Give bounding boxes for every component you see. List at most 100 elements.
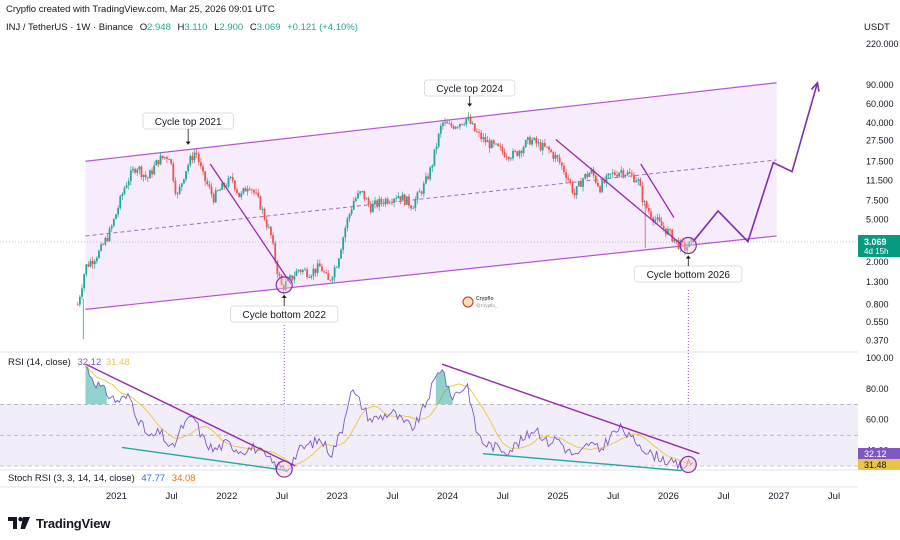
candle-body[interactable] xyxy=(348,213,351,219)
rsi-ma-line[interactable] xyxy=(85,365,693,465)
rsi-bottom-circle-2026[interactable] xyxy=(679,455,697,474)
candle-body[interactable] xyxy=(520,150,523,154)
candle-body[interactable] xyxy=(505,156,508,158)
candle-body[interactable] xyxy=(316,263,319,273)
candle-body[interactable] xyxy=(255,192,257,194)
candle-body[interactable] xyxy=(671,229,674,242)
candle-body[interactable] xyxy=(603,180,606,183)
channel-lower-line[interactable] xyxy=(85,235,777,310)
candle-body[interactable] xyxy=(363,190,366,200)
candle-body[interactable] xyxy=(144,174,147,178)
candle-body[interactable] xyxy=(280,275,283,285)
candle-body[interactable] xyxy=(475,131,478,133)
candle-body[interactable] xyxy=(548,146,550,150)
candle-body[interactable] xyxy=(418,191,421,193)
candle-body[interactable] xyxy=(346,218,349,228)
candle-body[interactable] xyxy=(384,198,387,205)
candle-body[interactable] xyxy=(297,269,300,271)
candle-body[interactable] xyxy=(420,191,423,194)
candle-body[interactable] xyxy=(403,194,406,205)
candle-body[interactable] xyxy=(433,149,436,166)
rsi-bottom-circle-2022[interactable] xyxy=(275,460,293,478)
channel-mid-line[interactable] xyxy=(85,159,777,237)
candle-body[interactable] xyxy=(159,155,162,165)
candle-body[interactable] xyxy=(263,208,266,220)
candle-body[interactable] xyxy=(588,173,591,177)
price-trendline[interactable] xyxy=(640,163,675,218)
candle-body[interactable] xyxy=(647,208,650,212)
candle-body[interactable] xyxy=(422,183,425,194)
candle-body[interactable] xyxy=(212,194,215,203)
candle-body[interactable] xyxy=(371,203,374,213)
candle-body[interactable] xyxy=(537,142,540,144)
candle-body[interactable] xyxy=(522,147,525,154)
candle-body[interactable] xyxy=(518,150,521,156)
candle-body[interactable] xyxy=(178,186,181,194)
candle-body[interactable] xyxy=(321,266,323,272)
candle-body[interactable] xyxy=(284,281,287,290)
candle-body[interactable] xyxy=(331,277,334,280)
candle-body[interactable] xyxy=(180,183,183,187)
candle-body[interactable] xyxy=(577,181,580,187)
rsi-trendline[interactable] xyxy=(441,363,700,455)
candle-body[interactable] xyxy=(134,168,136,173)
candle-body[interactable] xyxy=(112,218,115,227)
candle-body[interactable] xyxy=(681,240,684,243)
candle-body[interactable] xyxy=(393,198,395,203)
candle-body[interactable] xyxy=(155,160,158,166)
candle-body[interactable] xyxy=(633,174,635,183)
candle-body[interactable] xyxy=(590,169,593,174)
candle-body[interactable] xyxy=(299,269,302,273)
candle-body[interactable] xyxy=(259,196,262,210)
candle-body[interactable] xyxy=(388,202,391,204)
channel-upper-line[interactable] xyxy=(85,82,777,162)
candle-body[interactable] xyxy=(98,250,100,259)
candle-body[interactable] xyxy=(584,173,587,179)
candle-body[interactable] xyxy=(556,155,559,158)
candle-body[interactable] xyxy=(102,244,105,246)
candle-body[interactable] xyxy=(199,162,202,167)
candle-body[interactable] xyxy=(516,151,519,156)
candle-body[interactable] xyxy=(289,275,291,278)
candle-body[interactable] xyxy=(76,304,79,306)
candle-body[interactable] xyxy=(616,174,618,177)
candle-body[interactable] xyxy=(197,153,200,163)
candle-body[interactable] xyxy=(533,137,536,140)
bottom-circle-2022[interactable] xyxy=(275,276,293,294)
candle-body[interactable] xyxy=(444,121,446,123)
candle-body[interactable] xyxy=(121,194,124,197)
candle-body[interactable] xyxy=(439,125,442,134)
candle-body[interactable] xyxy=(335,267,338,269)
candle-body[interactable] xyxy=(265,219,268,228)
candle-body[interactable] xyxy=(149,170,151,179)
candle-body[interactable] xyxy=(669,229,671,230)
candle-body[interactable] xyxy=(580,181,582,187)
projection-path[interactable] xyxy=(692,82,819,244)
candle-body[interactable] xyxy=(157,160,160,165)
candle-body[interactable] xyxy=(117,208,119,215)
candle-body[interactable] xyxy=(650,211,652,218)
rsi-trendline[interactable] xyxy=(482,452,682,472)
candle-body[interactable] xyxy=(172,163,175,181)
candle-body[interactable] xyxy=(435,146,438,150)
candle-body[interactable] xyxy=(142,174,145,178)
candle-body[interactable] xyxy=(340,249,342,259)
candle-body[interactable] xyxy=(495,143,497,145)
candle-body[interactable] xyxy=(248,188,251,190)
candle-body[interactable] xyxy=(104,237,107,245)
candle-body[interactable] xyxy=(465,118,468,125)
candle-body[interactable] xyxy=(272,235,274,244)
candle-body[interactable] xyxy=(386,198,389,204)
candle-body[interactable] xyxy=(645,201,648,209)
candle-body[interactable] xyxy=(478,132,480,133)
candle-body[interactable] xyxy=(85,264,88,275)
candle-body[interactable] xyxy=(276,261,279,275)
candle-body[interactable] xyxy=(686,247,688,251)
candle-body[interactable] xyxy=(195,152,198,154)
candle-body[interactable] xyxy=(446,121,449,124)
candle-body[interactable] xyxy=(267,226,270,228)
candle-body[interactable] xyxy=(146,177,149,179)
candle-body[interactable] xyxy=(115,214,117,219)
candle-body[interactable] xyxy=(110,226,113,229)
candle-body[interactable] xyxy=(221,183,224,190)
